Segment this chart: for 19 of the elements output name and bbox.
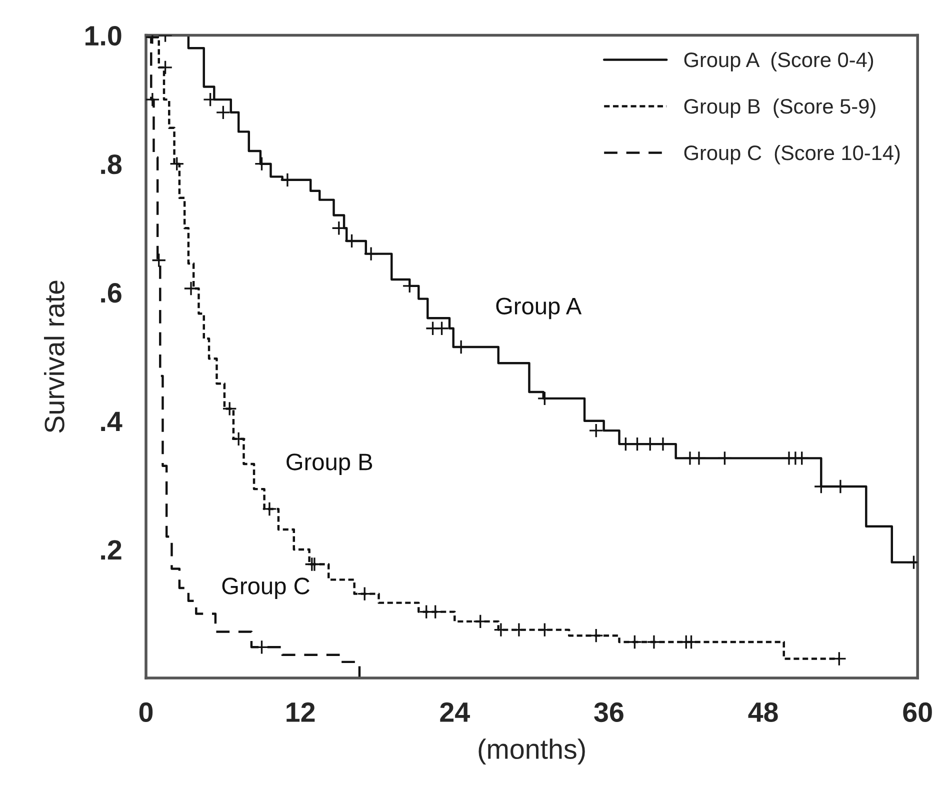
- x-tick-label: 12: [286, 702, 315, 722]
- annotation: Group A: [496, 298, 582, 320]
- y-tick-label: .8: [101, 154, 122, 174]
- annotation: Group B: [286, 454, 372, 475]
- annotation: Group C: [222, 578, 310, 600]
- legend-label: Group C (Score 10-14): [684, 144, 900, 164]
- y-tick-label: .6: [101, 283, 122, 303]
- y-tick-label: .4: [101, 412, 122, 431]
- x-axis-title: (months): [478, 738, 585, 765]
- x-tick-label: 24: [440, 702, 470, 722]
- legend-label: Group A (Score 0-4): [684, 52, 874, 72]
- x-tick-label: 48: [748, 702, 778, 722]
- y-tick-label: .2: [101, 540, 122, 560]
- x-tick-label: 0: [139, 702, 153, 722]
- y-tick-label: 1.0: [86, 26, 122, 46]
- x-tick-label: 60: [903, 702, 932, 722]
- x-tick-label: 36: [594, 702, 624, 722]
- legend-label: Group B (Score 5-9): [684, 98, 876, 118]
- y-axis-title: Survival rate: [44, 280, 64, 433]
